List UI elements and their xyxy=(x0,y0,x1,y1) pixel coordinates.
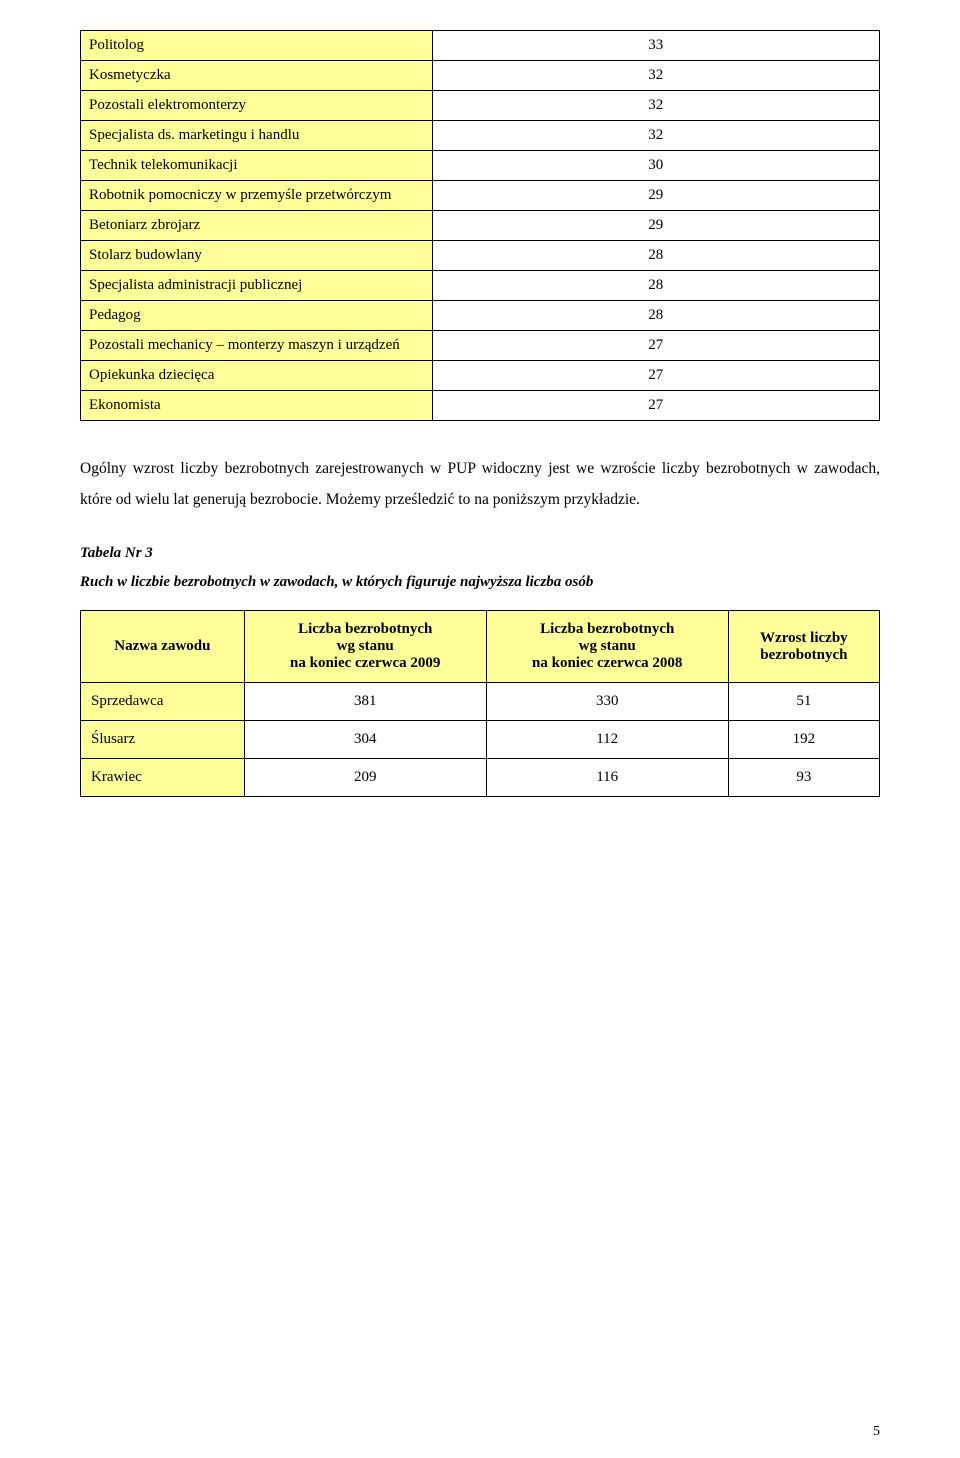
hdr-2008: Liczba bezrobotnych wg stanu na koniec c… xyxy=(486,611,728,683)
hdr-2009-l1: Liczba bezrobotnych xyxy=(298,621,432,637)
occupations-table: Politolog33Kosmetyczka32Pozostali elektr… xyxy=(80,30,880,421)
table-row: Pozostali elektromonterzy32 xyxy=(81,91,880,121)
table-row: Opiekunka dziecięca27 xyxy=(81,361,880,391)
occupation-value: 27 xyxy=(432,391,879,421)
page: Politolog33Kosmetyczka32Pozostali elektr… xyxy=(0,0,960,1458)
movement-label: Krawiec xyxy=(81,759,245,797)
table-row: Ekonomista27 xyxy=(81,391,880,421)
caption-line1: Tabela Nr 3 xyxy=(80,545,153,561)
occupation-label: Politolog xyxy=(81,31,433,61)
occupation-label: Pozostali mechanicy – monterzy maszyn i … xyxy=(81,331,433,361)
occupation-value: 28 xyxy=(432,241,879,271)
caption-line2: Ruch w liczbie bezrobotnych w zawodach, … xyxy=(80,574,593,590)
table-row: Stolarz budowlany28 xyxy=(81,241,880,271)
hdr-2009-l3: na koniec czerwca 2009 xyxy=(290,655,440,671)
movement-2008: 330 xyxy=(486,683,728,721)
hdr-name: Nazwa zawodu xyxy=(81,611,245,683)
occupation-label: Specjalista ds. marketingu i handlu xyxy=(81,121,433,151)
table-row: Betoniarz zbrojarz29 xyxy=(81,211,880,241)
hdr-2009: Liczba bezrobotnych wg stanu na koniec c… xyxy=(244,611,486,683)
hdr-2008-l3: na koniec czerwca 2008 xyxy=(532,655,682,671)
table-row: Sprzedawca38133051 xyxy=(81,683,880,721)
movement-label: Sprzedawca xyxy=(81,683,245,721)
hdr-diff-l1: Wzrost liczby xyxy=(760,630,848,646)
table-caption: Tabela Nr 3 Ruch w liczbie bezrobotnych … xyxy=(80,539,880,596)
table-row: Ślusarz304112192 xyxy=(81,721,880,759)
table-row: Politolog33 xyxy=(81,31,880,61)
occupation-label: Pedagog xyxy=(81,301,433,331)
occupation-label: Robotnik pomocniczy w przemyśle przetwór… xyxy=(81,181,433,211)
movement-diff: 93 xyxy=(728,759,879,797)
occupation-label: Specjalista administracji publicznej xyxy=(81,271,433,301)
occupation-value: 28 xyxy=(432,271,879,301)
occupation-value: 32 xyxy=(432,61,879,91)
hdr-2008-l1: Liczba bezrobotnych xyxy=(540,621,674,637)
table-row: Technik telekomunikacji30 xyxy=(81,151,880,181)
hdr-2009-l2: wg stanu xyxy=(337,638,394,654)
table-row: Pozostali mechanicy – monterzy maszyn i … xyxy=(81,331,880,361)
movement-diff: 51 xyxy=(728,683,879,721)
movement-2008: 116 xyxy=(486,759,728,797)
occupation-value: 29 xyxy=(432,181,879,211)
occupation-value: 29 xyxy=(432,211,879,241)
occupation-label: Ekonomista xyxy=(81,391,433,421)
occupation-label: Opiekunka dziecięca xyxy=(81,361,433,391)
movement-2008: 112 xyxy=(486,721,728,759)
hdr-2008-l2: wg stanu xyxy=(579,638,636,654)
occupation-value: 27 xyxy=(432,331,879,361)
movement-diff: 192 xyxy=(728,721,879,759)
occupation-label: Betoniarz zbrojarz xyxy=(81,211,433,241)
movement-2009: 209 xyxy=(244,759,486,797)
movement-table: Nazwa zawodu Liczba bezrobotnych wg stan… xyxy=(80,610,880,797)
occupation-label: Kosmetyczka xyxy=(81,61,433,91)
occupation-value: 32 xyxy=(432,91,879,121)
movement-2009: 304 xyxy=(244,721,486,759)
table-row: Kosmetyczka32 xyxy=(81,61,880,91)
occupation-value: 32 xyxy=(432,121,879,151)
occupation-value: 27 xyxy=(432,361,879,391)
page-number: 5 xyxy=(873,1424,880,1440)
body-paragraph: Ogólny wzrost liczby bezrobotnych zareje… xyxy=(80,453,880,515)
table-row: Robotnik pomocniczy w przemyśle przetwór… xyxy=(81,181,880,211)
table-row: Specjalista administracji publicznej28 xyxy=(81,271,880,301)
occupation-value: 28 xyxy=(432,301,879,331)
hdr-diff-l2: bezrobotnych xyxy=(760,647,847,663)
hdr-diff: Wzrost liczby bezrobotnych xyxy=(728,611,879,683)
table-row: Krawiec20911693 xyxy=(81,759,880,797)
occupation-label: Pozostali elektromonterzy xyxy=(81,91,433,121)
movement-2009: 381 xyxy=(244,683,486,721)
occupation-value: 30 xyxy=(432,151,879,181)
movement-label: Ślusarz xyxy=(81,721,245,759)
occupation-label: Stolarz budowlany xyxy=(81,241,433,271)
occupation-value: 33 xyxy=(432,31,879,61)
occupation-label: Technik telekomunikacji xyxy=(81,151,433,181)
table-row: Pedagog28 xyxy=(81,301,880,331)
table-row: Specjalista ds. marketingu i handlu32 xyxy=(81,121,880,151)
